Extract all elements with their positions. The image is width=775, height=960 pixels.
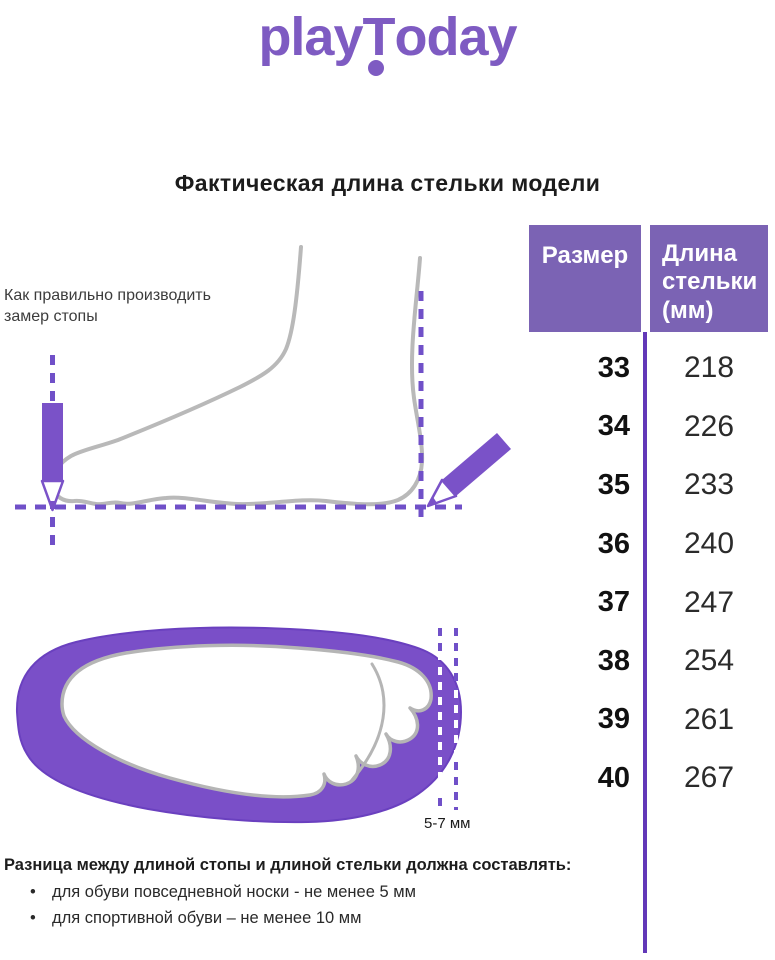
insole-length-value: 261 [683, 702, 735, 736]
table-header-length-label: Длина стельки (мм) [662, 240, 758, 324]
bullet-text: для обуви повседневной носки - не менее … [52, 883, 416, 901]
table-row: 39 261 [529, 691, 768, 750]
size-value: 35 [597, 468, 630, 501]
footnote-bullet: • для спортивной обуви – не менее 10 мм [4, 906, 604, 932]
table-header-size: Размер [529, 225, 641, 332]
measurement-instruction-text: Как правильно производить замер стопы [4, 287, 211, 325]
insole-length-value: 233 [683, 468, 735, 502]
insole-length-value: 226 [683, 409, 735, 443]
insole-length-value: 267 [683, 761, 735, 795]
bullet-icon: • [30, 908, 36, 927]
table-row: 33 218 [529, 339, 768, 398]
logo-text-oday: oday [394, 7, 518, 67]
foot-sole-outline [60, 643, 433, 799]
footnote-bullet: • для обуви повседневной носки - не менее… [4, 880, 604, 906]
table-row: 37 247 [529, 573, 768, 632]
table-row: 34 226 [529, 398, 768, 457]
size-value: 40 [597, 761, 630, 794]
pencil-icon [426, 433, 511, 508]
table-header-size-label: Размер [541, 242, 629, 269]
page-title: Фактическая длина стельки модели [174, 170, 601, 196]
foot-side-view-diagram [15, 245, 511, 545]
size-value: 39 [597, 703, 630, 736]
logo-text-t: T [362, 7, 396, 67]
footnote-heading: Разница между длиной стопы и длиной стел… [4, 856, 572, 874]
size-table-rows: 33 218 34 226 35 233 36 240 37 247 38 254 39 261 40 267 [529, 339, 768, 808]
table-row: 38 254 [529, 632, 768, 691]
table-row: 35 233 [529, 456, 768, 515]
table-column-divider [643, 332, 647, 953]
size-value: 37 [597, 586, 630, 619]
insole-length-value: 254 [683, 644, 735, 678]
insole-length-value: 240 [683, 527, 735, 561]
logo-text-play: play [258, 7, 363, 67]
size-value: 36 [597, 527, 630, 560]
size-value: 34 [597, 410, 630, 443]
table-header-length: Длина стельки (мм) [650, 225, 768, 332]
size-value: 33 [597, 351, 630, 384]
size-value: 38 [597, 644, 630, 677]
bullet-text: для спортивной обуви – не менее 10 мм [52, 908, 362, 927]
insole-length-value: 218 [683, 351, 735, 385]
gap-dashed-lines [438, 628, 458, 810]
footnote: Разница между длиной стопы и длиной стел… [4, 856, 604, 931]
table-row: 36 240 [529, 515, 768, 574]
footprint-insole-diagram: 5-7 мм [15, 626, 470, 832]
ball-of-foot-line [350, 662, 386, 782]
pencil-icon [40, 403, 65, 512]
insole-length-value: 247 [683, 585, 735, 619]
bullet-icon: • [30, 883, 36, 901]
table-row: 40 267 [529, 749, 768, 808]
logo-dot [367, 60, 384, 76]
footnote-bullets: • для обуви повседневной носки - не менее… [4, 880, 604, 931]
gap-label: 5-7 мм [424, 815, 470, 832]
